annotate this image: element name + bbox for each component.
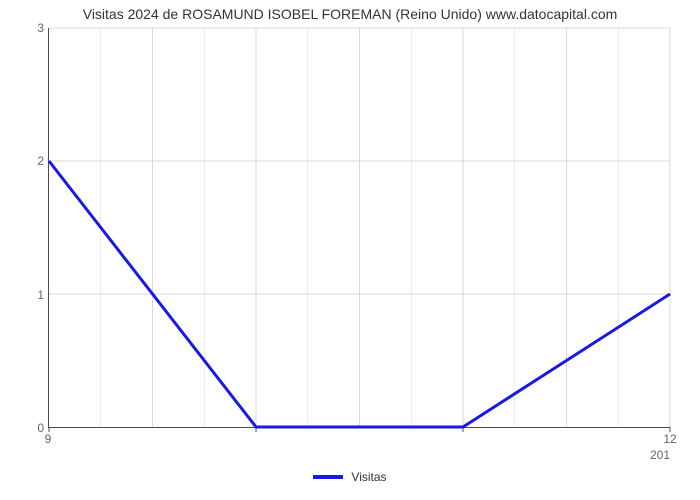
legend-swatch (313, 475, 343, 479)
plot-area (48, 28, 670, 428)
chart-title: Visitas 2024 de ROSAMUND ISOBEL FOREMAN … (0, 6, 700, 22)
y-tick-label: 0 (4, 421, 44, 435)
legend-label: Visitas (351, 470, 386, 484)
chart-container: Visitas 2024 de ROSAMUND ISOBEL FOREMAN … (0, 0, 700, 500)
x-axis-secondary-label: 201 (650, 448, 670, 462)
y-tick-label: 3 (4, 21, 44, 35)
x-tick-label: 9 (45, 432, 52, 446)
x-tick-label: 12 (663, 432, 676, 446)
y-tick-label: 1 (4, 288, 44, 302)
legend: Visitas (0, 470, 700, 484)
plot-svg (49, 28, 670, 427)
y-tick-label: 2 (4, 154, 44, 168)
